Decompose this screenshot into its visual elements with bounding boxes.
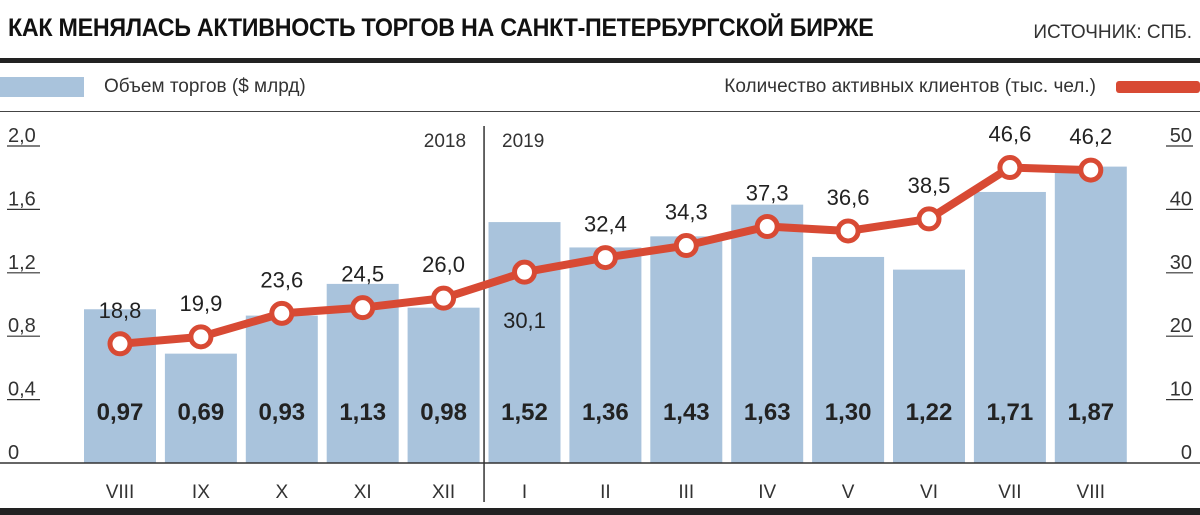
y-left-tick-label: 0,4 bbox=[8, 379, 36, 401]
line-point bbox=[997, 155, 1023, 181]
line-value-label: 18,8 bbox=[99, 298, 142, 323]
legend-bar-label: Объем торгов ($ млрд) bbox=[104, 76, 306, 97]
line-point bbox=[916, 206, 942, 232]
line-value-label: 24,5 bbox=[341, 262, 384, 287]
x-tick-label: III bbox=[678, 482, 694, 503]
line-point bbox=[1078, 157, 1104, 183]
y-right-tick-label: 30 bbox=[1170, 252, 1192, 274]
bar-value-label: 1,13 bbox=[339, 399, 386, 426]
line-value-label: 23,6 bbox=[260, 267, 303, 292]
x-tick-label: VIII bbox=[106, 482, 135, 503]
y-right-tick-label: 10 bbox=[1170, 379, 1192, 401]
line-point bbox=[107, 331, 133, 357]
year-label-2018: 2018 bbox=[424, 131, 466, 152]
x-tick-label: VII bbox=[998, 482, 1021, 503]
bar-value-label: 0,69 bbox=[178, 399, 225, 426]
bar bbox=[650, 236, 723, 463]
y-right-tick-label: 40 bbox=[1170, 188, 1192, 210]
line-point bbox=[269, 300, 295, 326]
line-point bbox=[592, 245, 618, 271]
line-value-label: 46,6 bbox=[988, 122, 1031, 147]
bar-value-label: 0,97 bbox=[97, 399, 144, 426]
bar bbox=[164, 353, 237, 463]
y-right-tick-label: 20 bbox=[1170, 315, 1192, 337]
line-value-label: 38,5 bbox=[908, 173, 951, 198]
title-rule bbox=[0, 58, 1200, 63]
bar-value-label: 1,36 bbox=[582, 399, 629, 426]
y-left-tick-label: 2,0 bbox=[8, 125, 36, 147]
bar-value-label: 1,30 bbox=[825, 399, 872, 426]
line-value-label: 36,6 bbox=[827, 185, 870, 210]
bar bbox=[245, 315, 318, 463]
chart-title: КАК МЕНЯЛАСЬ АКТИВНОСТЬ ТОРГОВ НА САНКТ-… bbox=[8, 14, 874, 42]
line-point bbox=[512, 259, 537, 285]
bar bbox=[973, 191, 1046, 463]
x-tick-label: IX bbox=[192, 482, 210, 503]
x-tick-label: VI bbox=[920, 482, 938, 503]
legend-rule bbox=[0, 111, 1200, 112]
y-right-tick-label: 50 bbox=[1170, 125, 1192, 147]
bar bbox=[812, 256, 885, 463]
x-tick-label: VIII bbox=[1077, 482, 1106, 503]
source-note: ИСТОЧНИК: СПБ. bbox=[1033, 22, 1192, 43]
year-label-2019: 2019 bbox=[502, 131, 544, 152]
bar-value-label: 0,98 bbox=[420, 399, 467, 426]
y-left-tick-label: 1,6 bbox=[8, 188, 36, 210]
line-point bbox=[350, 295, 376, 321]
bottom-rule bbox=[0, 508, 1200, 515]
line-value-label: 19,9 bbox=[179, 291, 222, 316]
line-point bbox=[673, 233, 699, 259]
bar-value-label: 1,63 bbox=[744, 399, 791, 426]
line-point bbox=[835, 218, 861, 244]
y-left-tick-label: 1,2 bbox=[8, 252, 36, 274]
x-tick-label: XII bbox=[432, 482, 455, 503]
y-left-tick-label: 0 bbox=[8, 442, 19, 464]
bar-value-label: 1,71 bbox=[987, 399, 1034, 426]
line-value-label: 26,0 bbox=[422, 252, 465, 277]
bar bbox=[1054, 166, 1127, 464]
bar bbox=[731, 204, 804, 463]
x-tick-label: XI bbox=[354, 482, 372, 503]
legend-bar-swatch bbox=[0, 77, 84, 97]
legend-line-label: Количество активных клиентов (тыс. чел.) bbox=[724, 76, 1096, 97]
bar-value-label: 0,93 bbox=[258, 399, 305, 426]
bar-value-label: 1,43 bbox=[663, 399, 710, 426]
y-right-tick-label: 0 bbox=[1181, 442, 1192, 464]
line-value-label: 37,3 bbox=[746, 181, 789, 206]
bar-value-label: 1,87 bbox=[1067, 399, 1114, 426]
bar bbox=[893, 269, 965, 463]
bar bbox=[407, 307, 480, 463]
legend-line-swatch bbox=[1116, 81, 1200, 93]
x-tick-label: IV bbox=[758, 482, 776, 503]
line-point bbox=[188, 324, 214, 350]
line-value-label: 46,2 bbox=[1069, 124, 1112, 149]
bar-value-label: 1,22 bbox=[906, 399, 953, 426]
bar bbox=[488, 222, 561, 463]
bar-value-label: 1,52 bbox=[501, 399, 548, 426]
y-left-tick-label: 0,8 bbox=[8, 315, 36, 337]
x-tick-label: V bbox=[842, 482, 855, 503]
line-point bbox=[431, 285, 457, 311]
line-value-label: 30,1 bbox=[503, 308, 546, 333]
line-value-label: 32,4 bbox=[584, 212, 627, 237]
x-tick-label: II bbox=[600, 482, 611, 503]
x-tick-label: X bbox=[275, 482, 288, 503]
bar bbox=[569, 247, 642, 463]
x-tick-label: I bbox=[522, 482, 527, 503]
line-value-label: 34,3 bbox=[665, 200, 708, 225]
line-point bbox=[754, 214, 780, 240]
